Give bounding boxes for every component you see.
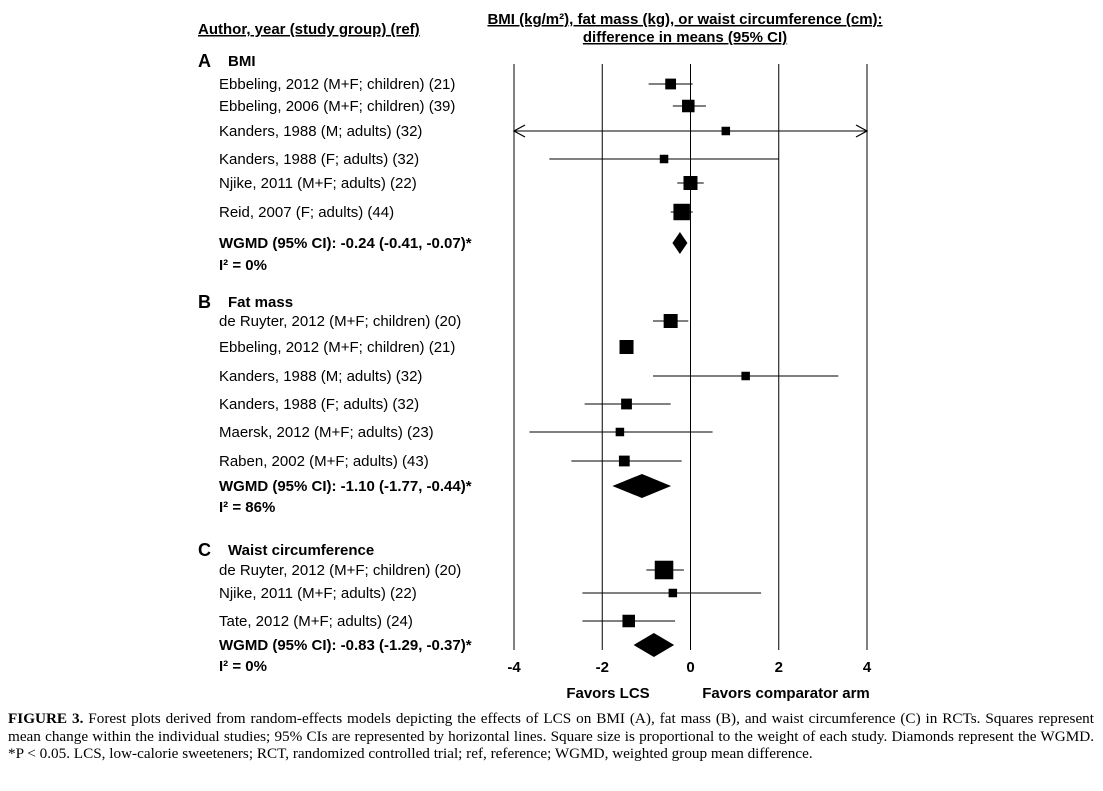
figure-caption: FIGURE 3. Forest plots derived from rand…	[8, 710, 1094, 763]
panel-title: BMI	[228, 53, 256, 70]
study-estimate	[682, 99, 695, 113]
pooled-diamond	[612, 474, 672, 498]
gridlines	[513, 64, 868, 650]
study-label: Kanders, 1988 (F; adults) (32)	[219, 396, 419, 413]
pooled-diamond	[672, 232, 688, 254]
x-tick-label: 4	[863, 659, 872, 676]
study-estimate	[618, 455, 630, 467]
panel-letter: B	[198, 292, 211, 312]
x-axis: -4 -2 0 2 4	[507, 659, 872, 676]
favors-lcs-label: Favors LCS	[566, 685, 649, 702]
study-label: Kanders, 1988 (M; adults) (32)	[219, 368, 422, 385]
study-label: Reid, 2007 (F; adults) (44)	[219, 204, 394, 221]
x-tick-label: -4	[507, 659, 521, 676]
study-estimate	[683, 176, 698, 190]
caption-text: Forest plots derived from random-effects…	[8, 710, 1094, 762]
panel-letter: A	[198, 51, 211, 71]
pooled-estimate-label: WGMD (95% CI): -0.83 (-1.29, -0.37)*	[219, 637, 472, 654]
x-tick-label: -2	[596, 659, 609, 676]
study-estimate	[615, 427, 625, 437]
study-label: Njike, 2011 (M+F; adults) (22)	[219, 175, 417, 192]
heterogeneity-label: I² = 0%	[219, 257, 267, 274]
study-estimate	[673, 203, 690, 221]
study-label: Ebbeling, 2006 (M+F; children) (39)	[219, 98, 455, 115]
study-label: Kanders, 1988 (F; adults) (32)	[219, 151, 419, 168]
pooled-estimate-label: WGMD (95% CI): -1.10 (-1.77, -0.44)*	[219, 478, 472, 495]
effect-marks	[512, 78, 869, 657]
study-label: Ebbeling, 2012 (M+F; children) (21)	[219, 339, 455, 356]
ci-arrow-left	[512, 124, 526, 138]
column-header-studies: Author, year (study group) (ref)	[198, 21, 420, 38]
study-label: Tate, 2012 (M+F; adults) (24)	[219, 613, 413, 630]
study-labels: A BMI Ebbeling, 2012 (M+F; children) (21) E…	[198, 51, 472, 675]
study-label: de Ruyter, 2012 (M+F; children) (20)	[219, 562, 461, 579]
caption-label: FIGURE 3.	[8, 710, 84, 727]
x-tick-label: 0	[686, 659, 694, 676]
ci-arrow-right	[855, 124, 869, 138]
study-label: de Ruyter, 2012 (M+F; children) (20)	[219, 313, 461, 330]
study-estimate	[663, 314, 678, 328]
study-label: Kanders, 1988 (M; adults) (32)	[219, 123, 422, 140]
study-estimate	[721, 126, 731, 136]
study-label: Njike, 2011 (M+F; adults) (22)	[219, 585, 417, 602]
pooled-diamond	[633, 633, 675, 657]
heterogeneity-label: I² = 0%	[219, 658, 267, 675]
study-label: Maersk, 2012 (M+F; adults) (23)	[219, 424, 434, 441]
study-estimate	[621, 398, 632, 410]
column-header-effect-line2: difference in means (95% CI)	[583, 29, 787, 46]
study-estimate	[659, 154, 669, 164]
heterogeneity-label: I² = 86%	[219, 499, 275, 516]
study-estimate	[619, 340, 634, 354]
study-estimate	[654, 560, 674, 580]
panel-title: Fat mass	[228, 294, 293, 311]
study-estimate	[741, 371, 750, 381]
study-estimate	[668, 588, 678, 598]
study-estimate	[622, 614, 635, 628]
study-label: Ebbeling, 2012 (M+F; children) (21)	[219, 76, 455, 93]
study-label: Raben, 2002 (M+F; adults) (43)	[219, 453, 429, 470]
panel-title: Waist circumference	[228, 542, 374, 559]
panel-letter: C	[198, 540, 211, 560]
pooled-estimate-label: WGMD (95% CI): -0.24 (-0.41, -0.07)*	[219, 235, 472, 252]
x-tick-label: 2	[775, 659, 783, 676]
favors-comparator-label: Favors comparator arm	[702, 685, 870, 702]
column-header-effect-line1: BMI (kg/m²), fat mass (kg), or waist cir…	[487, 11, 882, 28]
study-estimate	[665, 78, 677, 90]
